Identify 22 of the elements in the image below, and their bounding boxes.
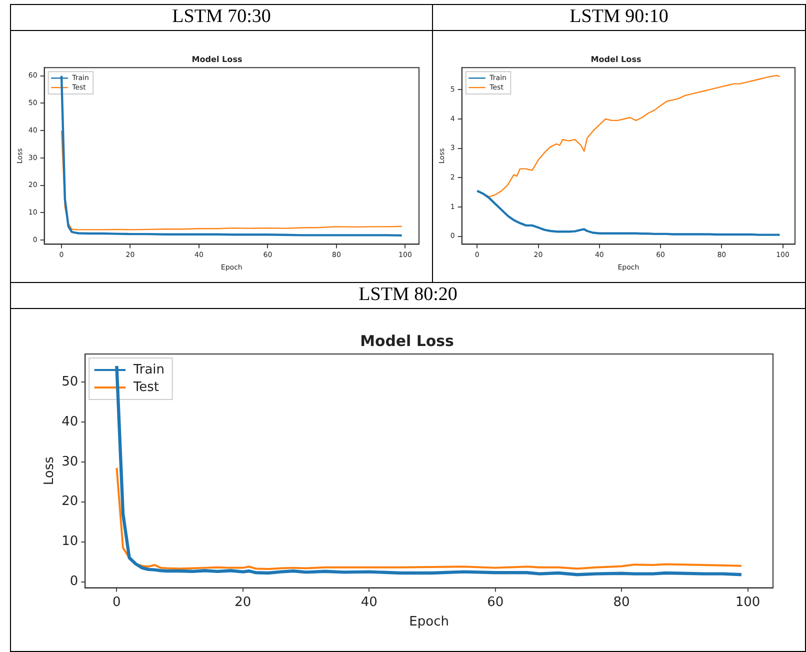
- y-tick-label: 10: [62, 534, 78, 550]
- chart-subtitle: LSTM 80:20: [10, 282, 806, 309]
- chart-title: Model Loss: [590, 54, 642, 64]
- chart-title: Model Loss: [360, 332, 454, 350]
- x-axis-title: Epoch: [409, 614, 449, 630]
- chart-title: Model Loss: [192, 54, 242, 64]
- x-tick-label: 40: [360, 594, 378, 610]
- legend-label: Test: [132, 380, 159, 395]
- x-tick-label: 80: [613, 594, 630, 610]
- y-tick-label: 30: [62, 454, 78, 470]
- y-tick-label: 0: [70, 574, 78, 590]
- x-tick-label: 0: [112, 594, 121, 610]
- y-tick-label: 50: [62, 374, 78, 390]
- chart-subtitle: LSTM 90:10: [432, 4, 806, 31]
- x-tick-label: 100: [735, 594, 760, 610]
- y-axis-title: Loss: [42, 456, 58, 486]
- x-tick-label: 20: [234, 594, 252, 610]
- x-tick-label: 60: [487, 594, 504, 610]
- legend-label: Train: [132, 362, 165, 378]
- y-tick-label: 40: [62, 414, 78, 430]
- chart-subtitle: LSTM 70:30: [10, 4, 433, 31]
- y-tick-label: 20: [62, 494, 78, 510]
